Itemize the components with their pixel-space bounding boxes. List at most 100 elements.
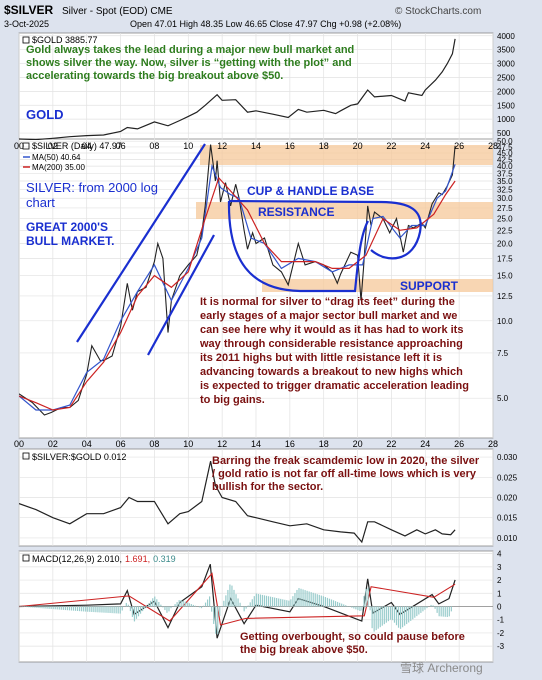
y-tick-label: 4000 <box>497 32 515 41</box>
x-tick-label-gold: 06 <box>116 141 126 151</box>
text-line: early stages of a major sector bull mark… <box>200 310 457 322</box>
series-line--silver-gold <box>19 460 456 544</box>
text-line: shows silver the way. Now, silver is “ge… <box>26 57 352 69</box>
y-tick-label: 1500 <box>497 101 515 110</box>
text-line: Getting overbought, so could pause befor… <box>240 631 465 643</box>
y-tick-label: 5.0 <box>497 394 509 403</box>
y-tick-label: 0.015 <box>497 514 518 523</box>
resistance-label: RESISTANCE <box>258 205 334 219</box>
text-line: Gold always takes the lead during a majo… <box>26 44 354 56</box>
series-line--gold <box>19 38 456 140</box>
annotation-drawings <box>76 143 422 356</box>
text-line: is expected to trigger dramatic accelera… <box>200 380 469 392</box>
y-tick-label: 0.020 <box>497 494 518 503</box>
x-tick-label-silver: 22 <box>386 439 396 449</box>
y-tick-label: 500 <box>497 129 511 138</box>
x-tick-label-silver: 24 <box>420 439 430 449</box>
y-tick-label: 47.5 <box>497 143 513 152</box>
x-tick-label-gold: 00 <box>14 141 24 151</box>
cup-outline <box>227 200 369 293</box>
x-tick-label-gold: 28 <box>488 141 498 151</box>
macd-legend: MACD(12,26,9) 2.010, 1.691, 0.319 <box>22 554 176 564</box>
cup-handle-label: CUP & HANDLE BASE <box>247 184 374 198</box>
x-tick-label-silver: 12 <box>217 439 227 449</box>
watermark: 雪球 Archerong <box>400 661 483 675</box>
text-line: bullish for the sector. <box>212 481 323 493</box>
bull-trendline-lower <box>147 234 215 356</box>
top-resistance-band <box>200 145 493 165</box>
y-tick-label: 20.0 <box>497 239 513 248</box>
text-line: way through considerable resistance appr… <box>199 338 463 350</box>
y-tick-label: 45.0 <box>497 149 513 158</box>
silver-legend: $SILVER (Daily) 47.97 MA(50) 40.64 MA(20… <box>22 141 122 172</box>
x-tick-label-gold: 02 <box>48 141 58 151</box>
y-tick-label: -3 <box>497 642 505 651</box>
x-tick-label-silver: 00 <box>14 439 24 449</box>
series-layer <box>19 38 493 639</box>
chart-date: 3-Oct-2025 <box>4 19 49 29</box>
x-tick-label-gold: 18 <box>319 141 329 151</box>
y-tick-label: 10.0 <box>497 317 513 326</box>
bull-market-note: GREAT 2000'S BULL MARKET. <box>26 220 114 248</box>
y-tick-label: -2 <box>497 629 505 638</box>
x-tick-label-gold: 04 <box>82 141 92 151</box>
ohlc-readout: Open 47.01 High 48.35 Low 46.65 Close 47… <box>130 19 401 29</box>
support-label: SUPPORT <box>400 279 459 293</box>
text-line: can see here why it would as it has had … <box>200 324 463 336</box>
y-tick-label: 7.5 <box>497 349 509 358</box>
y-tick-label: 22.5 <box>497 226 513 235</box>
y-tick-label: 1 <box>497 589 502 598</box>
x-tick-label-gold: 14 <box>251 141 261 151</box>
y-tick-label: 0 <box>497 603 502 612</box>
chart-symbol: $SILVER <box>4 3 53 17</box>
handle-outline <box>228 199 422 260</box>
y-tick-label: 35.0 <box>497 177 513 186</box>
y-tick-label: 0.010 <box>497 534 518 543</box>
y-tick-label: 3 <box>497 563 502 572</box>
text-line: the big break above $50. <box>240 644 368 656</box>
x-tick-label-gold: 20 <box>353 141 363 151</box>
y-tick-label: 4 <box>497 550 502 559</box>
macd-legend-text: MACD(12,26,9) 2.010, 1.691, 0.319 <box>32 554 176 564</box>
y-tick-label: 2500 <box>497 73 515 82</box>
text-line: BULL MARKET. <box>26 234 114 248</box>
gold-legend-text: $GOLD 3885.77 <box>32 35 98 45</box>
x-tick-label-silver: 10 <box>183 439 193 449</box>
y-tick-label: 15.0 <box>497 272 513 281</box>
axis-layer: 400035003000250020001500100050050.047.54… <box>14 32 518 651</box>
x-tick-label-gold: 26 <box>454 141 464 151</box>
x-tick-label-gold: 10 <box>183 141 193 151</box>
macd-legend-signal: 1.691, <box>125 554 150 564</box>
chart-credit: © StockCharts.com <box>395 6 481 17</box>
silver-legend-text: $SILVER (Daily) 47.97 <box>32 141 122 151</box>
text-line: accelerating towards the big breakout ab… <box>26 70 283 82</box>
y-tick-label: 2000 <box>497 87 515 96</box>
silver-commentary: It is normal for silver to “drag its fee… <box>199 296 469 406</box>
y-tick-label: 30.0 <box>497 194 513 203</box>
chart-subtitle: Silver - Spot (EOD) CME <box>62 6 173 17</box>
y-tick-label: 12.5 <box>497 292 513 301</box>
x-tick-label-silver: 14 <box>251 439 261 449</box>
series-line-ma-50- <box>19 163 456 411</box>
y-tick-label: 3500 <box>497 46 515 55</box>
ma50-legend-text: MA(50) 40.64 <box>32 153 81 162</box>
text-line: chart <box>26 195 55 210</box>
x-tick-label-silver: 08 <box>149 439 159 449</box>
macd-note: Getting overbought, so could pause befor… <box>240 631 465 656</box>
text-line: GREAT 2000'S <box>26 220 108 234</box>
ratio-note: Barring the freak scamdemic low in 2020,… <box>212 455 480 493</box>
bull-trendline-upper <box>76 143 206 343</box>
x-tick-label-silver: 06 <box>116 439 126 449</box>
y-tick-label: 25.0 <box>497 215 513 224</box>
x-tick-label-silver: 20 <box>353 439 363 449</box>
x-tick-label-gold: 12 <box>217 141 227 151</box>
text-line: Barring the freak scamdemic low in 2020,… <box>212 455 480 467</box>
y-tick-label: 32.5 <box>497 185 513 194</box>
ma200-legend-text: MA(200) 35.00 <box>32 163 85 172</box>
x-tick-label-gold: 24 <box>420 141 430 151</box>
y-tick-label: 40.0 <box>497 162 513 171</box>
silver-title-note: SILVER: from 2000 log chart <box>26 180 158 210</box>
y-tick-label: 0.030 <box>497 453 518 462</box>
y-tick-label: 27.5 <box>497 204 513 213</box>
